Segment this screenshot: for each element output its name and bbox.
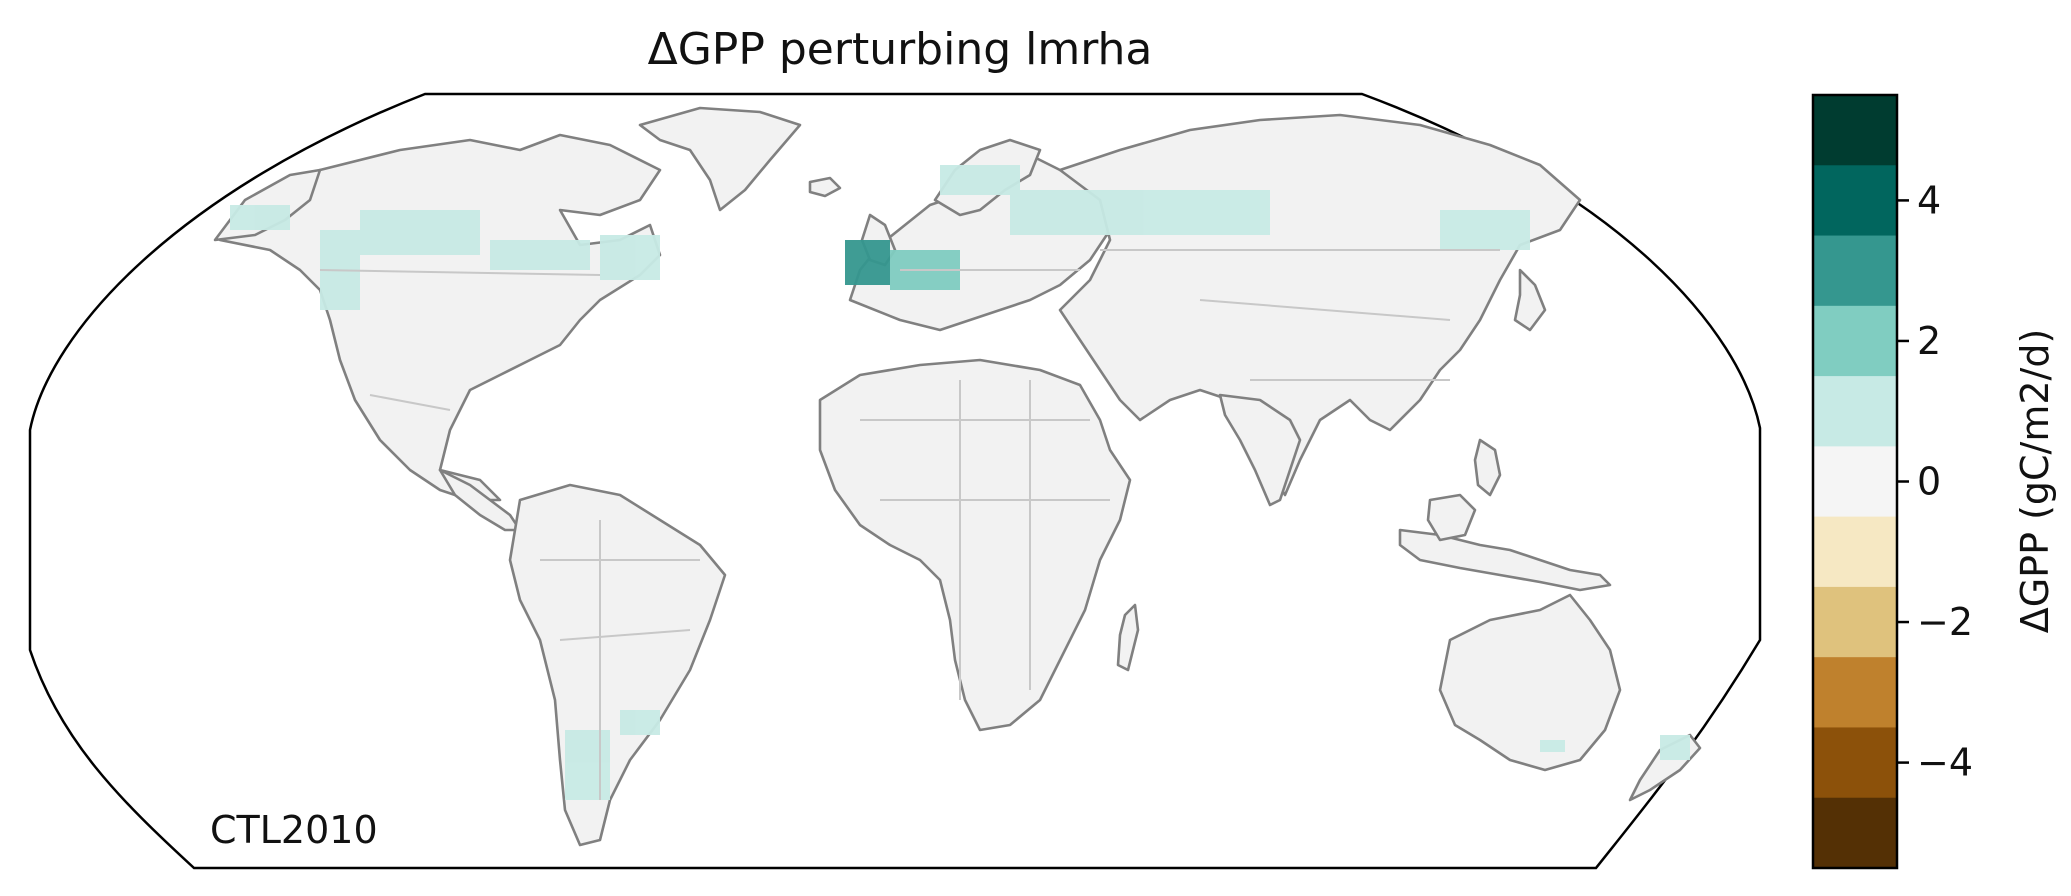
colorbar-tick-label: 0	[1917, 460, 1941, 504]
anomaly-southern-south-america	[565, 730, 610, 800]
anomaly-western-europe	[845, 240, 890, 285]
anomaly-scandinavia	[940, 165, 1020, 195]
anomaly-canada-east	[490, 240, 590, 270]
anomaly-alaska	[230, 205, 290, 230]
panel-label: CTL2010	[210, 808, 378, 852]
colorbar-bin	[1813, 516, 1897, 588]
colorbar-tick-label: −2	[1917, 600, 1973, 644]
australia	[1438, 593, 1622, 772]
africa	[818, 358, 1132, 732]
colorbar-bin	[1813, 235, 1897, 307]
colorbar-bin	[1813, 95, 1897, 166]
map-title: ΔGPP perturbing lmrha	[647, 24, 1153, 75]
colorbar-label: ΔGPP (gC/m2/d)	[2013, 329, 2057, 634]
madagascar	[1116, 603, 1140, 672]
anomaly-russia	[1010, 190, 1270, 235]
colorbar-ticks: 4 2 0 −2 −4	[1897, 178, 1973, 785]
country-borders	[319, 249, 1500, 800]
colorbar-bin	[1813, 305, 1897, 377]
japan	[1513, 268, 1547, 332]
world-map	[28, 92, 1762, 870]
border-sa-2	[559, 629, 691, 641]
border-us-mexico	[369, 394, 451, 411]
south-america	[508, 483, 727, 847]
anomaly-new-zealand	[1660, 735, 1690, 760]
anomaly-south-america-east	[620, 710, 660, 735]
anomaly-south-australia	[1540, 740, 1565, 752]
colorbar-bin	[1813, 727, 1897, 799]
anomaly-overlay	[230, 165, 1690, 800]
border-us-canada	[319, 269, 601, 276]
anomaly-east-asia	[1440, 210, 1530, 250]
colorbar-tick-label: 4	[1917, 178, 1941, 222]
colorbar-bin	[1813, 446, 1897, 518]
colorbar-bin	[1813, 586, 1897, 658]
anomaly-northeast-us	[600, 235, 660, 280]
india	[1218, 393, 1302, 507]
colorbar-tick-label: 2	[1917, 319, 1941, 363]
iceland	[808, 176, 842, 198]
borneo	[1426, 493, 1477, 542]
anomaly-canada	[360, 210, 480, 255]
colorbar-bin	[1813, 657, 1897, 728]
colorbar-bin	[1813, 797, 1897, 869]
border-asia-2	[1199, 299, 1451, 321]
colorbar-bin	[1813, 376, 1897, 447]
greenland	[638, 106, 802, 212]
north-america	[218, 133, 662, 502]
indonesia	[1398, 528, 1612, 592]
colorbar-tick-label: −4	[1917, 741, 1973, 785]
colorbar-bins	[1813, 95, 1897, 869]
philippines	[1473, 438, 1502, 497]
colorbar-bin	[1813, 165, 1897, 237]
